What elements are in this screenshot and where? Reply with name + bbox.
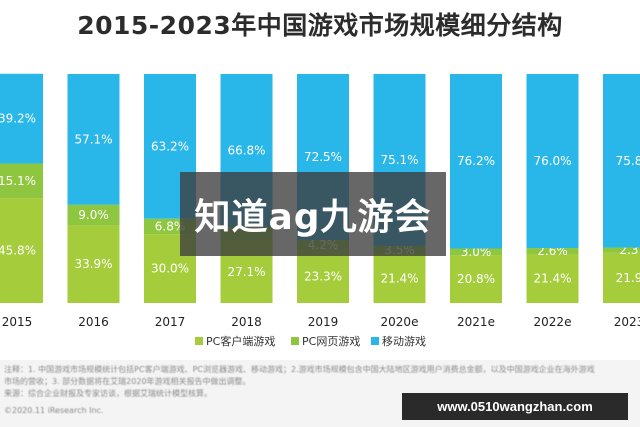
data-label-2016-s0: 33.9% [74, 257, 112, 271]
bar-segment-2023e-s1 [603, 247, 640, 253]
footnote-line-1: 注释：1. 中国游戏市场规模统计包括PC客户端游戏、PC浏览器游戏、移动游戏；2… [4, 365, 595, 374]
x-tick-label-2022e: 2022e [534, 315, 572, 329]
bar-segment-2015-s0 [0, 198, 43, 303]
bar-segment-2021e-s1 [450, 248, 502, 256]
data-label-2015-s1: 15.1% [0, 174, 36, 188]
bar-segment-2016-s0 [67, 225, 120, 303]
footnote-source: 来源：综合企业财报及专家访谈，根据艾瑞统计模型核算。 [4, 389, 212, 398]
x-tick-label-2017: 2017 [155, 315, 186, 329]
data-label-2017-s2: 63.2% [151, 139, 189, 153]
bar-segment-2021e-s2 [450, 74, 502, 249]
stacked-bar-chart: 45.8% 15.1% 39.2% 2015 33.9% 9.0% 57.1% 2016 30.… [0, 73, 640, 348]
data-label-2017-s1: 6.8% [155, 220, 186, 234]
data-label-2022e-s0: 21.4% [533, 271, 571, 285]
bar-segment-2020e-s0 [373, 253, 426, 303]
legend-label-s1: PC网页游戏 [302, 335, 360, 348]
bar-segment-2019-s0 [297, 249, 349, 303]
data-label-2022e-s2: 76.0% [533, 154, 571, 168]
data-label-2016-s2: 57.1% [74, 132, 112, 146]
data-label-2019-s0: 23.3% [304, 269, 342, 283]
data-label-2017-s0: 30.0% [151, 262, 189, 276]
bar-segment-2015-s2 [0, 73, 43, 164]
data-label-2020e-s2: 75.1% [380, 153, 418, 167]
x-tick-label-2016: 2016 [78, 315, 109, 329]
x-tick-label-2020e: 2020e [381, 315, 419, 329]
legend-label-s0: PC客户端游戏 [206, 334, 275, 348]
copyright: ©2020.11 iResearch Inc. [4, 406, 104, 415]
bar-segment-2023e-s0 [603, 252, 640, 303]
data-label-2021e-s0: 20.8% [457, 272, 495, 286]
legend-label-s2: 移动游戏 [382, 335, 426, 348]
bar-segment-2015-s1 [0, 163, 43, 199]
overlay-banner: 知道ag九游会 [180, 172, 446, 256]
bar-segment-2016-s1 [67, 204, 120, 226]
x-tick-label-2021e: 2021e [457, 315, 495, 329]
data-label-2018-s2: 66.8% [227, 143, 265, 157]
chart-title: 2015-2023年中国游戏市场规模细分结构 [77, 11, 563, 40]
data-label-2019-s2: 72.5% [304, 150, 342, 164]
data-label-2018-s0: 27.1% [227, 265, 265, 279]
bar-segment-2023e-s2 [603, 74, 640, 248]
data-label-2015-s0: 45.8% [0, 244, 36, 258]
data-label-2021e-s2: 76.2% [457, 154, 495, 168]
legend-swatch-s2 [371, 337, 379, 345]
legend-swatch-s1 [291, 337, 299, 345]
data-label-2020e-s0: 21.4% [380, 271, 418, 285]
legend-swatch-s0 [195, 337, 203, 345]
footnote-line-2: 市场的营收；3. 部分数据将在艾瑞2020年游戏相关报告中做出调整。 [4, 377, 251, 386]
watermark-url-bar[interactable]: www.0510wangzhan.com [402, 393, 628, 420]
watermark-url: www.0510wangzhan.com [437, 399, 593, 414]
data-label-2023e-s0: 21.9 [616, 271, 640, 285]
data-label-2023e-s2: 75.8 [616, 154, 640, 168]
bar-segment-2022e-s2 [526, 74, 579, 249]
x-tick-label-2023e: 2023 [614, 315, 640, 329]
x-tick-label-2019: 2019 [308, 315, 339, 329]
bar-segment-2022e-s0 [526, 253, 579, 303]
data-label-2016-s1: 9.0% [78, 208, 109, 222]
x-tick-label-2018: 2018 [231, 315, 262, 329]
bar-segment-2021e-s0 [450, 255, 502, 303]
x-tick-label-2015: 2015 [2, 315, 33, 329]
data-label-2015-s2: 39.2% [0, 112, 36, 126]
bar-segment-2022e-s1 [526, 248, 579, 254]
overlay-text: 知道ag九游会 [194, 197, 432, 238]
bar-segment-2016-s2 [67, 74, 120, 205]
